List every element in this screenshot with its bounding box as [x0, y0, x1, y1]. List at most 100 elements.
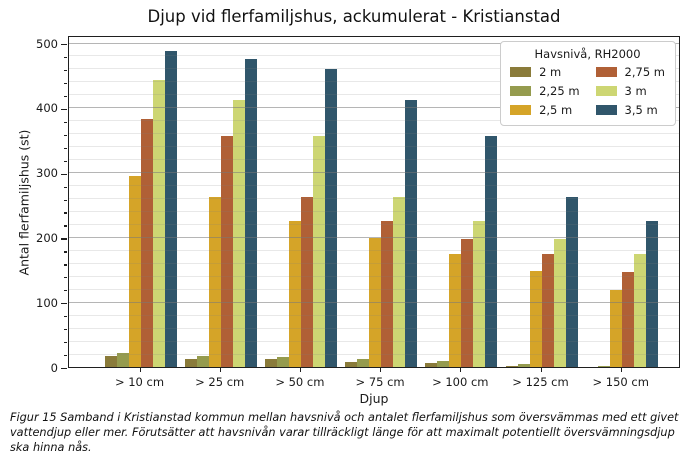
plot-area: Havsnivå, RH2000 2 m 2,25 m 2,5 m 2,75 m 3 m… — [68, 36, 680, 368]
legend-item: 2,25 m — [510, 84, 580, 98]
y-tick-label: 500 — [36, 36, 58, 51]
legend-label: 2,25 m — [539, 84, 580, 98]
bar — [244, 59, 257, 367]
legend-swatch — [595, 86, 617, 96]
legend-label: 3,5 m — [624, 103, 658, 117]
bar — [196, 355, 209, 367]
x-tick-label: > 150 cm — [592, 375, 649, 389]
bar — [517, 364, 530, 367]
bar — [553, 238, 566, 367]
y-tick — [63, 95, 67, 98]
y-tick — [61, 303, 67, 305]
y-tick — [63, 355, 67, 357]
y-tick — [63, 290, 67, 292]
bar — [128, 175, 141, 367]
x-axis-label: Djup — [359, 391, 389, 406]
y-tick — [63, 212, 67, 214]
x-tick — [219, 368, 221, 372]
bar — [485, 135, 498, 367]
bars-layer — [69, 37, 679, 367]
bar-group — [505, 37, 578, 367]
bar — [633, 254, 646, 367]
legend-swatch — [510, 67, 532, 77]
x-tick — [620, 368, 622, 372]
legend-label: 3 m — [624, 84, 647, 98]
bar — [208, 196, 221, 367]
y-tick — [63, 264, 67, 266]
x-tick — [380, 368, 382, 372]
bar — [184, 358, 197, 367]
legend-item: 2 m — [510, 65, 579, 79]
legend-label: 2,5 m — [539, 103, 573, 117]
bar — [405, 100, 418, 367]
bar — [164, 51, 177, 367]
bar — [381, 220, 394, 367]
y-tick — [63, 329, 67, 331]
bar — [609, 289, 622, 367]
legend-item: 2,75 m — [595, 65, 665, 79]
x-tick-label: > 125 cm — [512, 375, 569, 389]
legend-swatch — [510, 105, 532, 115]
y-tick-label: 0 — [50, 360, 58, 375]
bar — [621, 271, 634, 367]
bar — [425, 363, 438, 367]
y-tick — [61, 108, 67, 110]
y-tick — [63, 225, 67, 227]
legend-swatch — [595, 67, 617, 77]
bar — [505, 366, 518, 367]
y-tick-label: 100 — [36, 295, 58, 310]
legend-item: 3,5 m — [595, 103, 665, 117]
bar — [220, 135, 233, 367]
bar — [565, 197, 578, 367]
y-tick — [63, 199, 67, 201]
y-tick — [63, 147, 67, 149]
y-tick — [61, 238, 67, 240]
bar — [529, 271, 542, 367]
bar-group — [184, 37, 257, 367]
bar — [473, 220, 486, 367]
x-tick — [540, 368, 542, 372]
y-tick-label: 300 — [36, 166, 58, 181]
x-tick-label: > 50 cm — [275, 375, 325, 389]
bar — [152, 79, 165, 367]
bar-group — [425, 37, 498, 367]
bar — [437, 361, 450, 367]
chart-title: Djup vid flerfamiljshus, ackumulerat - K… — [147, 7, 561, 26]
bar — [461, 238, 474, 367]
y-tick — [63, 69, 67, 72]
y-tick — [63, 160, 67, 162]
bar — [276, 357, 289, 367]
legend-item: 3 m — [595, 84, 665, 98]
bar — [288, 220, 301, 367]
y-tick-label: 400 — [36, 101, 58, 116]
bar-group — [345, 37, 418, 367]
legend-title: Havsnivå, RH2000 — [534, 47, 641, 61]
bar — [357, 359, 370, 367]
y-tick — [61, 173, 67, 175]
bar-group — [264, 37, 337, 367]
y-tick — [61, 44, 67, 46]
x-tick-label: > 100 cm — [432, 375, 489, 389]
bar — [345, 361, 358, 367]
x-tick-label: > 10 cm — [114, 375, 165, 389]
bar — [232, 100, 245, 367]
y-tick-label: 200 — [36, 230, 58, 245]
y-axis-label: Antal flerfamiljshus (st) — [16, 129, 32, 276]
y-tick — [63, 121, 67, 123]
y-tick — [63, 251, 67, 253]
y-tick — [63, 342, 67, 344]
bar — [264, 359, 277, 367]
y-tick — [63, 134, 67, 136]
legend: Havsnivå, RH2000 2 m 2,25 m 2,5 m 2,75 m 3 m… — [500, 41, 676, 126]
bar — [104, 355, 117, 367]
y-tick — [63, 82, 67, 85]
bar — [449, 254, 462, 367]
legend-items: 2 m 2,25 m 2,5 m 2,75 m 3 m 3,5 m — [510, 65, 665, 117]
legend-item: 2,5 m — [510, 103, 579, 117]
bar — [324, 68, 337, 367]
x-tick-label: > 25 cm — [195, 375, 245, 389]
x-tick — [299, 368, 302, 372]
bar — [140, 118, 153, 367]
bar-group — [586, 37, 658, 367]
figure-caption: Figur 15 Samband i Kristianstad kommun m… — [10, 411, 679, 454]
